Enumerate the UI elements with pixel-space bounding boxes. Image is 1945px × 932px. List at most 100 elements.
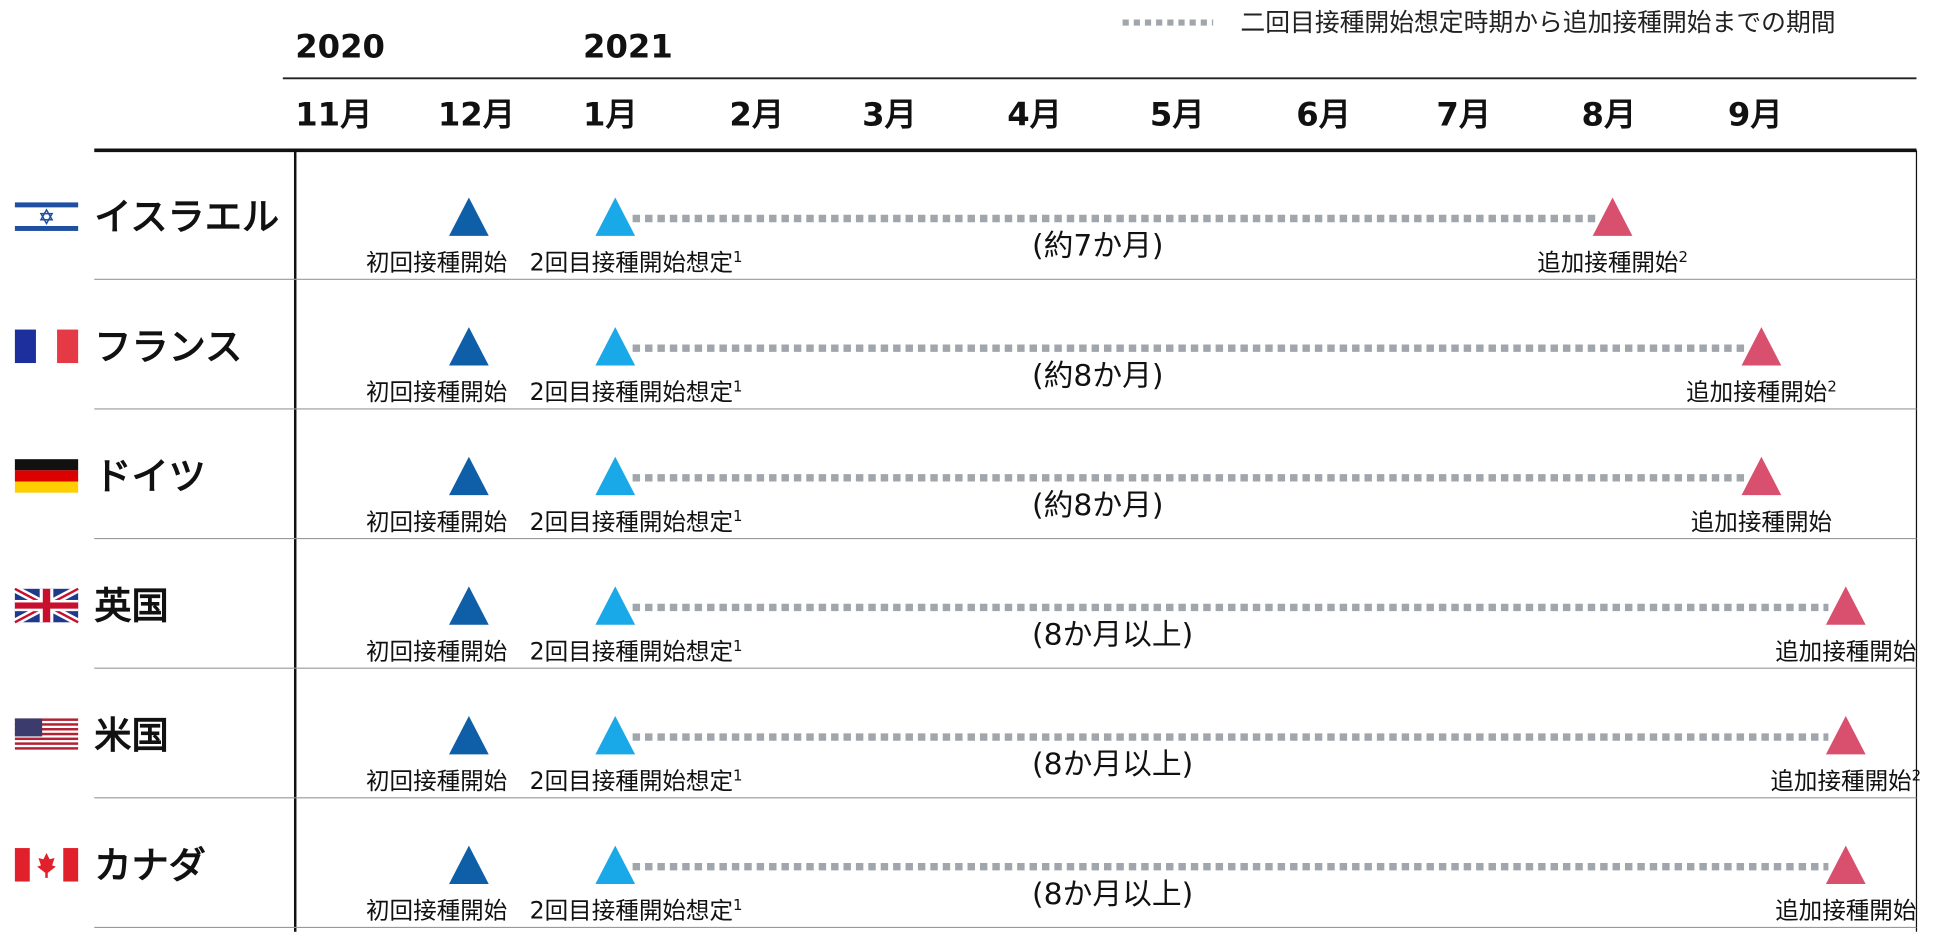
- event-label: 初回接種開始: [366, 378, 507, 406]
- month-label: 8月: [1582, 96, 1637, 134]
- event-text: 追加接種開始: [1775, 897, 1916, 925]
- flag-part: [14, 718, 79, 721]
- event-marker: [449, 586, 489, 625]
- footnote: 1: [733, 507, 742, 525]
- month-label: 4月: [1007, 96, 1062, 134]
- event-label: 2回目接種開始想定1: [530, 378, 743, 407]
- event-text: 2回目接種開始想定: [530, 378, 733, 406]
- event-marker: [1825, 715, 1866, 755]
- country-label: カナダ: [94, 843, 206, 887]
- flag-part: [14, 225, 79, 231]
- duration-label: (8か月以上): [1032, 618, 1193, 653]
- event-marker: [449, 715, 489, 755]
- country-label: 英国: [94, 584, 168, 628]
- event-marker: [595, 327, 636, 366]
- country-label: 米国: [94, 713, 168, 757]
- month-label: 2月: [729, 96, 784, 134]
- event-label: 2回目接種開始想定1: [530, 896, 743, 925]
- flag-part: [14, 732, 79, 736]
- flag-part: [14, 723, 79, 726]
- flag-part: [14, 481, 79, 493]
- flag-part: [14, 602, 79, 609]
- flag-part: [14, 459, 79, 471]
- event-label: 初回接種開始: [366, 638, 507, 666]
- event-label: 追加接種開始: [1775, 638, 1916, 666]
- event-label: 初回接種開始: [366, 508, 507, 536]
- month-label: 7月: [1436, 96, 1491, 134]
- country-label: ドイツ: [94, 454, 206, 498]
- event-text: 追加接種開始: [1770, 767, 1911, 795]
- month-label: 6月: [1296, 96, 1351, 134]
- event-text: 2回目接種開始想定: [530, 249, 733, 277]
- flag-part: [14, 848, 30, 882]
- flag-part: [57, 329, 79, 364]
- duration-label: (約7か月): [1032, 229, 1163, 264]
- flag: [14, 459, 79, 493]
- month-label: 12月: [438, 96, 515, 134]
- footnote: 1: [733, 766, 742, 784]
- footnote: 2: [1678, 248, 1687, 266]
- event-label: 2回目接種開始想定1: [530, 507, 743, 536]
- event-label: 2回目接種開始想定1: [530, 248, 743, 277]
- event-text: 追加接種開始: [1537, 249, 1678, 277]
- flag-part: [39, 212, 54, 226]
- duration-label: (約8か月): [1032, 358, 1163, 393]
- month-label: 11月: [295, 96, 372, 134]
- flag-part: [39, 208, 54, 221]
- event-marker: [1592, 197, 1633, 236]
- event-text: 追加接種開始: [1775, 638, 1916, 666]
- event-marker: [595, 197, 636, 236]
- event-marker: [1825, 586, 1866, 625]
- footnote: 1: [733, 378, 742, 396]
- event-marker: [595, 586, 636, 625]
- country-label: フランス: [94, 324, 242, 368]
- event-text: 2回目接種開始想定: [530, 897, 733, 925]
- event-text: 2回目接種開始想定: [530, 638, 733, 666]
- flag: [14, 199, 79, 234]
- month-label: 3月: [862, 96, 917, 134]
- flag-part: [63, 848, 79, 882]
- month-label: 5月: [1150, 96, 1205, 134]
- flag-part: [37, 853, 56, 878]
- month-label: 9月: [1728, 96, 1783, 134]
- footnote: 1: [733, 896, 742, 914]
- event-text: 2回目接種開始想定: [530, 508, 733, 536]
- flag: [14, 848, 79, 882]
- event-label: 2回目接種開始想定1: [530, 766, 743, 795]
- duration-label: (8か月以上): [1032, 877, 1193, 912]
- event-marker: [449, 845, 489, 885]
- event-marker: [449, 456, 489, 496]
- event-text: 追加接種開始: [1691, 508, 1832, 536]
- event-text: 追加接種開始: [1686, 378, 1827, 406]
- flag-part: [14, 718, 43, 737]
- event-marker: [1825, 845, 1866, 885]
- event-label: 追加接種開始: [1775, 897, 1916, 925]
- event-label: 追加接種開始: [1691, 508, 1832, 536]
- flag: [14, 718, 79, 752]
- flag: [14, 329, 79, 364]
- footnote: 2: [1827, 378, 1836, 396]
- event-marker: [1741, 456, 1782, 496]
- flag-part: [14, 747, 79, 750]
- flag-part: [14, 470, 79, 482]
- event-marker: [595, 845, 636, 885]
- flag-part: [14, 742, 79, 745]
- flag-part: [35, 329, 58, 364]
- event-label: 初回接種開始: [366, 249, 507, 277]
- event-label: 初回接種開始: [366, 767, 507, 795]
- event-marker: [595, 715, 636, 755]
- footnote: 1: [733, 637, 742, 655]
- flag-part: [14, 728, 79, 731]
- year-label: 2020: [295, 27, 385, 65]
- flag-part: [14, 329, 36, 364]
- flag-part: [14, 737, 79, 741]
- footnote: 1: [733, 248, 742, 266]
- legend-text: 二回目接種開始想定時期から追加接種開始までの期間: [1240, 8, 1835, 37]
- event-marker: [595, 456, 636, 496]
- country-label: イスラエル: [94, 195, 279, 239]
- footnote: 2: [1912, 766, 1921, 784]
- event-label: 追加接種開始2: [1770, 766, 1921, 795]
- event-marker: [449, 197, 489, 236]
- event-label: 2回目接種開始想定1: [530, 637, 743, 666]
